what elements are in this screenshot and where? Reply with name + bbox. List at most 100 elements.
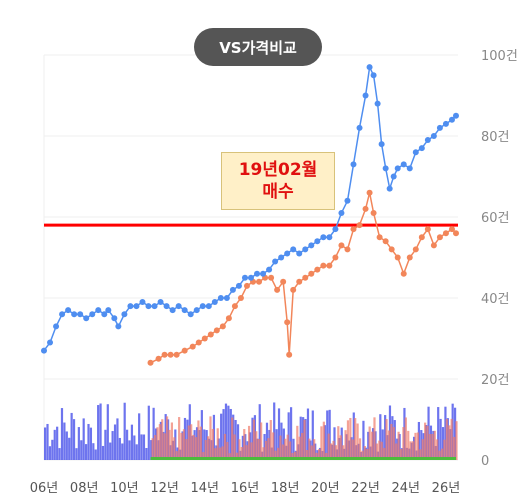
series-a-point [314, 238, 321, 245]
volume-bar-b [158, 424, 161, 460]
x-tick-label: 20년 [311, 481, 340, 496]
y-axis-ticks: 0 20건 40건 60건 80건 100건 [481, 49, 518, 469]
volume-bar-b [325, 452, 328, 460]
volume-bar-a [289, 407, 293, 460]
volume-bar-b [407, 430, 410, 460]
x-tick-label: 22년 [351, 481, 380, 496]
volume-bar-a [109, 442, 112, 460]
volume-bar-a [128, 440, 131, 460]
volume-bar-b [356, 423, 359, 460]
volume-bar-b [349, 417, 352, 460]
volume-bar-a [277, 408, 281, 460]
series-b-point [308, 270, 315, 277]
volume-bar-a [113, 424, 117, 460]
volume-bar-a [97, 405, 100, 460]
series-a-point [115, 323, 122, 330]
series-b-point [394, 254, 401, 261]
series-b-point [326, 262, 333, 269]
volume-bar-a [326, 410, 329, 460]
volume-bar-b [262, 447, 265, 460]
volume-bar-b [255, 431, 258, 460]
volume-bar-b [303, 419, 306, 460]
volume-bar-b [414, 432, 417, 460]
volume-bar-a [441, 427, 445, 460]
y-tick-label: 0 [481, 454, 489, 469]
series-b-point [256, 278, 263, 285]
series-a-point [187, 311, 194, 318]
volume-bar-a [138, 413, 141, 460]
series-a-point [390, 173, 397, 180]
series-a-point [83, 315, 90, 322]
volume-bar-b [151, 438, 154, 460]
volume-bar-a [437, 407, 440, 460]
series-b-point [442, 230, 449, 237]
volume-bar-b [373, 417, 376, 460]
volume-bar-b [305, 450, 309, 460]
series-b-point [155, 355, 162, 362]
volume-bar-b [395, 443, 398, 460]
volume-bar-a [292, 438, 295, 460]
volume-bar-b [163, 433, 166, 460]
volume-bar-c [150, 457, 456, 460]
volume-bar-b [281, 444, 284, 460]
series-b-point [290, 286, 297, 293]
series-a-point [211, 299, 218, 306]
volume-bar-b [387, 430, 391, 460]
volume-bar-a [367, 431, 370, 460]
volume-bar-a [70, 412, 73, 460]
volume-bar-b [378, 440, 381, 460]
volume-bar-a [142, 434, 146, 460]
volume-bar-a [94, 449, 97, 460]
x-tick-label: 16년 [231, 481, 260, 496]
volume-bar-b [317, 449, 321, 460]
volume-bar-b [260, 422, 263, 460]
series-b-point [412, 246, 419, 253]
series-b-point [424, 226, 431, 233]
volume-bar-b [370, 431, 374, 460]
series-a-point [223, 295, 230, 301]
x-axis-ticks: 06년 08년 10년 12년 14년 16년 18년 20년 22년 24년 26년 [30, 481, 460, 496]
volume-bar-b [332, 440, 335, 460]
volume-bar-b [178, 417, 181, 460]
volume-bar-a [48, 446, 52, 460]
volume-bar-b [363, 446, 366, 460]
volume-bar-b [279, 435, 282, 460]
series-b-point [344, 246, 351, 253]
x-tick-label: 10년 [110, 481, 139, 496]
volume-bar-b [187, 425, 190, 460]
volume-bar-a [118, 437, 121, 460]
volume-bar-b [334, 445, 337, 460]
volume-bar-b [199, 426, 202, 460]
volume-bar-a [63, 422, 66, 460]
series-a-point [151, 303, 158, 310]
series-a-point [105, 307, 112, 314]
x-tick-label: 14년 [191, 481, 220, 496]
volume-bar-b [448, 425, 451, 460]
series-b-point [189, 343, 196, 350]
volume-bar-b [390, 423, 393, 460]
volume-bar-b [380, 441, 383, 460]
series-a-point [163, 303, 170, 310]
volume-bar-a [60, 408, 64, 460]
volume-bar-b [327, 433, 330, 460]
volume-bar-b [421, 439, 424, 460]
volume-bar-b [416, 432, 419, 460]
volume-bar-b [301, 432, 304, 460]
volume-bar-b [153, 435, 157, 460]
volume-bar-b [392, 427, 395, 460]
volume-bar-b [221, 446, 224, 460]
volume-bar-b [337, 426, 340, 460]
series-a-point [266, 266, 273, 273]
series-a-point [448, 116, 455, 123]
series-a-point [418, 145, 425, 152]
series-a-point [254, 270, 261, 277]
chart-title: VS가격비교 [219, 38, 297, 57]
volume-bar-b [322, 421, 325, 460]
volume-bar-b [165, 416, 169, 460]
series-a-point [284, 250, 291, 257]
series-b-point [243, 282, 250, 289]
volume-bar-a [273, 402, 276, 460]
volume-bar-b [274, 450, 277, 460]
volume-bar-a [84, 444, 88, 460]
volume-bar-a [152, 407, 155, 460]
